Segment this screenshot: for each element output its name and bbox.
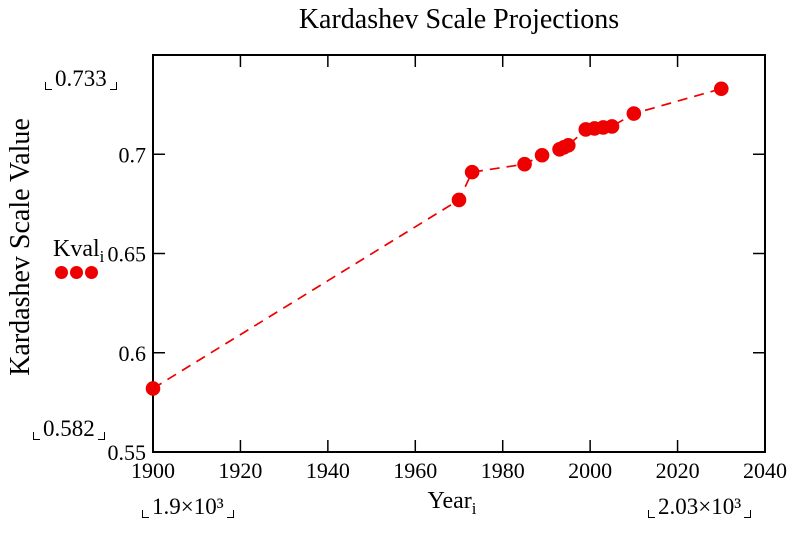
y-tick-label: 0.7 <box>119 142 147 167</box>
data-point <box>626 106 642 121</box>
x-tick-label: 1980 <box>481 458 525 483</box>
x-tick-label: 1960 <box>393 458 437 483</box>
x-tick-label: 2040 <box>743 458 787 483</box>
x-axis-label-subscript: i <box>471 498 477 518</box>
trace-legend-sample <box>55 266 98 279</box>
plot-border <box>152 54 766 453</box>
y-axis-min-limit-field[interactable]: 0.582 <box>33 416 105 441</box>
x-tick-label: 1920 <box>218 458 262 483</box>
trace-label-subscript: i <box>99 246 105 266</box>
data-point <box>464 164 480 180</box>
x-tick-label: 1900 <box>131 458 175 483</box>
y-tick-label: 0.55 <box>108 440 147 465</box>
data-point <box>713 81 729 97</box>
x-axis-label: Yeari <box>428 486 477 524</box>
x-axis-label-base: Year <box>427 488 472 514</box>
x-tick-label: 2020 <box>656 458 700 483</box>
x-axis-max-limit-field[interactable]: 2.03×10³ <box>647 494 752 519</box>
trace-line <box>152 87 722 390</box>
data-point <box>517 156 532 172</box>
y-tick-label: 0.65 <box>108 242 147 267</box>
data-point <box>560 138 576 153</box>
data-point <box>451 192 467 208</box>
trace-label-base: Kval <box>53 236 100 262</box>
trace-label: Kvali <box>53 235 104 271</box>
data-point <box>604 119 620 134</box>
legend-marker-dot <box>70 266 83 279</box>
x-axis-min-limit-field[interactable]: 1.9×10³ <box>142 494 234 519</box>
x-tick-label: 1940 <box>306 458 350 483</box>
chart-title: Kardashev Scale Projections <box>298 4 620 35</box>
y-tick-label: 0.6 <box>119 341 147 366</box>
y-axis-max-limit-field[interactable]: 0.733 <box>45 66 117 91</box>
x-tick-label: 2000 <box>568 458 612 483</box>
legend-marker-dot <box>85 266 98 279</box>
data-point <box>145 381 161 396</box>
data-point <box>534 147 550 163</box>
legend-marker-dot <box>55 266 68 279</box>
